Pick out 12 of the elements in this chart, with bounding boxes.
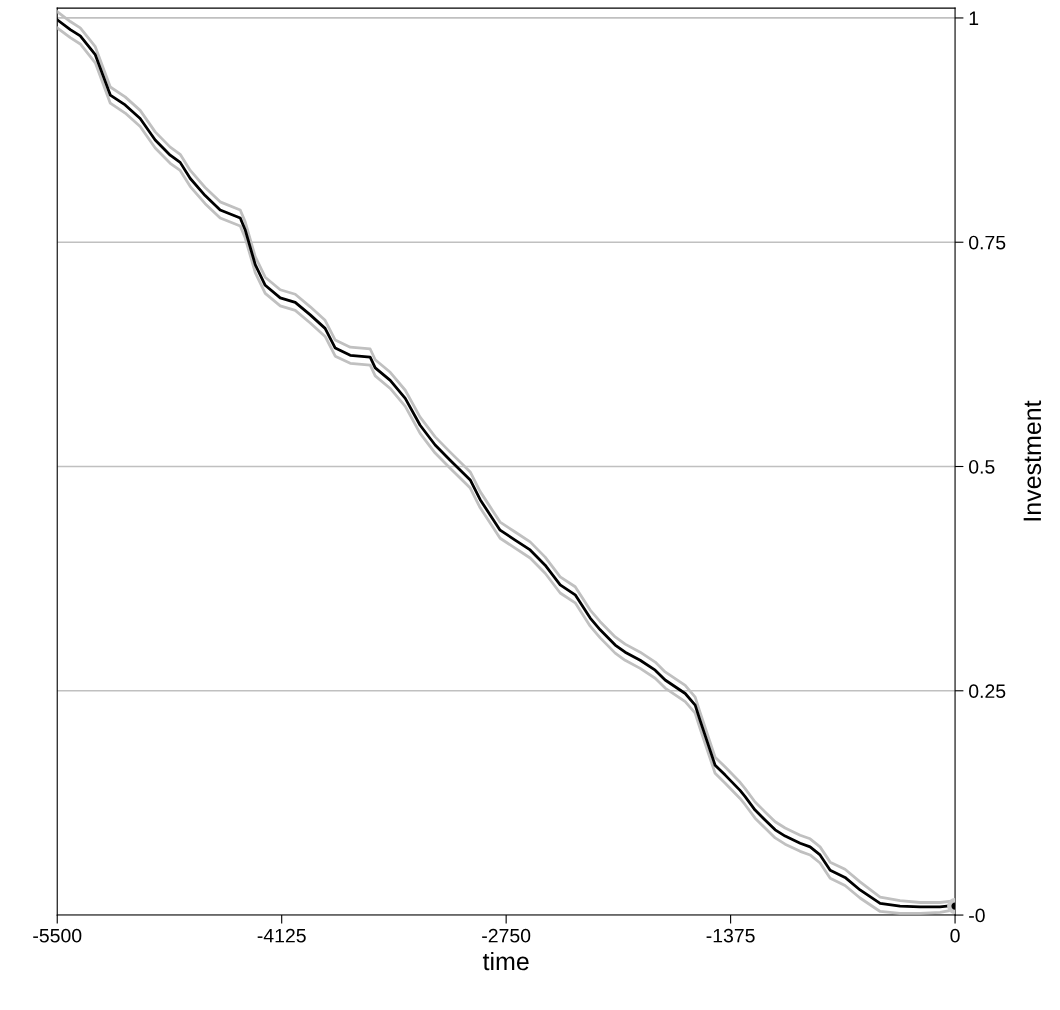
x-axis-title: time — [482, 951, 529, 971]
y-axis-title: Investment — [1023, 400, 1042, 521]
y-tick-label: 0.25 — [969, 684, 1006, 699]
y-tick-label: 0.5 — [969, 459, 995, 474]
x-tick-label: -5500 — [33, 928, 82, 943]
y-tick-label: 1 — [969, 11, 979, 25]
x-tick-label: -2750 — [482, 928, 531, 943]
y-tick-label: 0.75 — [969, 235, 1006, 250]
x-tick-label: -1375 — [706, 928, 755, 943]
x-tick-label: -4125 — [257, 928, 306, 943]
y-tick-label: -0 — [969, 908, 985, 923]
x-tick-label: 0 — [950, 928, 960, 943]
